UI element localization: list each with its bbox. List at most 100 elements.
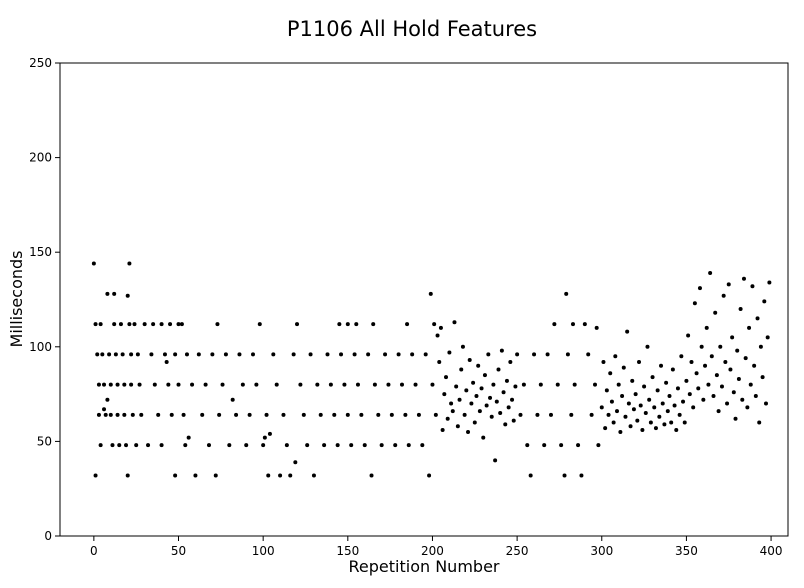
data-point <box>765 335 770 340</box>
data-point <box>206 443 211 448</box>
data-point <box>176 322 181 327</box>
data-point <box>635 418 640 423</box>
data-point <box>476 363 481 368</box>
data-point <box>447 350 452 355</box>
data-point <box>366 352 371 357</box>
data-point <box>203 382 208 387</box>
data-point <box>335 443 340 448</box>
data-point <box>653 426 658 431</box>
data-point <box>325 352 330 357</box>
data-point <box>548 412 553 417</box>
data-point <box>755 316 760 321</box>
data-point <box>643 411 648 416</box>
data-point <box>156 412 161 417</box>
data-point <box>604 388 609 393</box>
data-point <box>91 261 96 266</box>
data-point <box>176 382 181 387</box>
data-point <box>124 443 129 448</box>
data-point <box>565 352 570 357</box>
data-point <box>435 333 440 338</box>
data-point <box>413 382 418 387</box>
data-point <box>322 443 327 448</box>
data-point <box>469 401 474 406</box>
data-point <box>559 443 564 448</box>
data-point <box>142 322 147 327</box>
y-tick-label: 250 <box>29 56 52 70</box>
data-point <box>659 363 664 368</box>
data-point <box>247 412 252 417</box>
data-point <box>513 384 518 389</box>
data-point <box>477 409 482 414</box>
x-tick-label: 50 <box>171 544 186 558</box>
chart-title: P1106 All Hold Features <box>287 17 537 41</box>
data-point <box>657 414 662 419</box>
data-point <box>379 443 384 448</box>
data-point <box>179 322 184 327</box>
data-point <box>745 405 750 410</box>
data-point <box>525 443 530 448</box>
data-point <box>753 393 758 398</box>
data-point <box>305 443 310 448</box>
data-point <box>510 397 515 402</box>
data-point <box>389 412 394 417</box>
data-point <box>664 380 669 385</box>
data-point <box>555 382 560 387</box>
data-point <box>130 412 135 417</box>
data-point <box>462 412 467 417</box>
data-point <box>267 431 272 436</box>
data-point <box>164 359 169 364</box>
data-point <box>488 395 493 400</box>
data-point <box>608 371 613 376</box>
data-point <box>328 382 333 387</box>
data-point <box>261 443 266 448</box>
data-point <box>752 363 757 368</box>
data-point <box>637 359 642 364</box>
data-point <box>352 352 357 357</box>
data-point <box>117 443 122 448</box>
data-point <box>489 414 494 419</box>
data-point <box>596 443 601 448</box>
data-point <box>733 416 738 421</box>
data-point <box>254 382 259 387</box>
data-point <box>152 382 157 387</box>
data-point <box>311 473 316 478</box>
data-point <box>660 401 665 406</box>
data-point <box>471 380 476 385</box>
data-point <box>684 378 689 383</box>
y-tick-label: 100 <box>29 340 52 354</box>
data-point <box>437 359 442 364</box>
data-point <box>125 473 130 478</box>
data-point <box>730 335 735 340</box>
data-point <box>98 322 103 327</box>
data-point <box>288 473 293 478</box>
data-point <box>491 382 496 387</box>
data-point <box>699 344 704 349</box>
data-point <box>743 356 748 361</box>
data-point <box>169 412 174 417</box>
data-point <box>626 401 631 406</box>
data-point <box>631 407 636 412</box>
data-point <box>493 458 498 463</box>
data-point <box>410 352 415 357</box>
data-point <box>227 443 232 448</box>
data-point <box>723 359 728 364</box>
data-point <box>383 352 388 357</box>
data-point <box>120 352 125 357</box>
data-point <box>345 412 350 417</box>
data-point <box>129 382 134 387</box>
x-tick-label: 400 <box>760 544 783 558</box>
data-point <box>572 382 577 387</box>
data-point <box>694 371 699 376</box>
data-point <box>200 412 205 417</box>
data-point <box>230 397 235 402</box>
data-point <box>105 397 110 402</box>
data-point <box>750 284 755 289</box>
data-point <box>433 412 438 417</box>
data-point <box>113 352 118 357</box>
data-point <box>735 348 740 353</box>
data-point <box>466 429 471 434</box>
y-tick-label: 50 <box>37 434 52 448</box>
data-point <box>726 282 731 287</box>
data-point <box>628 424 633 429</box>
data-point <box>139 412 144 417</box>
